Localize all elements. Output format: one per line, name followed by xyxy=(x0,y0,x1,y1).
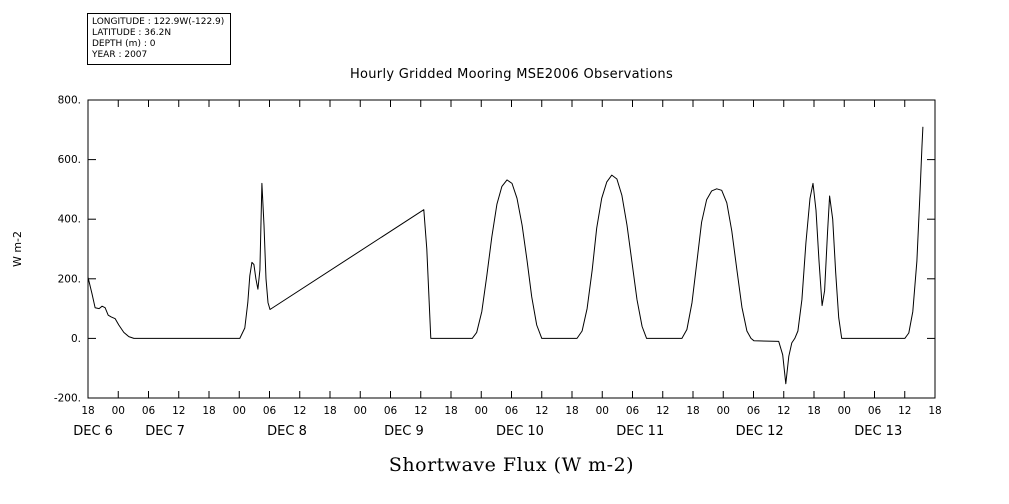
y-tick-label: 600. xyxy=(58,154,81,166)
x-tick-label: 06 xyxy=(626,405,640,417)
longitude-label: LONGITUDE : 122.9W(-122.9) xyxy=(92,17,225,27)
x-tick-label: 12 xyxy=(535,405,548,417)
x-tick-label: 18 xyxy=(444,405,457,417)
x-tick-label: 18 xyxy=(928,405,941,417)
x-tick-label: 06 xyxy=(263,405,277,417)
x-date-label: DEC 12 xyxy=(736,424,784,439)
x-tick-label: 12 xyxy=(414,405,427,417)
x-tick-label: 18 xyxy=(323,405,336,417)
x-tick-label: 00 xyxy=(233,405,246,417)
y-tick-label: 200. xyxy=(58,273,81,285)
plot-frame xyxy=(87,99,936,399)
x-tick-label: 00 xyxy=(112,405,125,417)
x-tick-label: 18 xyxy=(565,405,578,417)
y-axis-title: W m-2 xyxy=(11,231,24,267)
chart-title: Hourly Gridded Mooring MSE2006 Observati… xyxy=(349,67,674,82)
y-tick-label: 800. xyxy=(58,95,81,107)
x-tick-label: 12 xyxy=(172,405,185,417)
x-tick-label: 12 xyxy=(293,405,306,417)
x-tick-label: 12 xyxy=(656,405,669,417)
x-tick-label: 00 xyxy=(475,405,488,417)
x-tick-label: 18 xyxy=(202,405,215,417)
y-tick-label: 400. xyxy=(58,214,81,226)
x-tick-label: 00 xyxy=(717,405,730,417)
x-tick-label: 06 xyxy=(142,405,156,417)
x-tick-label: 18 xyxy=(81,405,94,417)
x-tick-label: 06 xyxy=(747,405,761,417)
x-tick-label: 06 xyxy=(505,405,519,417)
x-tick-label: 06 xyxy=(868,405,882,417)
x-date-label: DEC 9 xyxy=(384,424,424,439)
y-tick-label: 0. xyxy=(71,333,81,345)
x-tick-label: 06 xyxy=(384,405,398,417)
x-tick-label: 00 xyxy=(354,405,367,417)
x-date-label: DEC 10 xyxy=(496,424,544,439)
latitude-label: LATITUDE : 36.2N xyxy=(92,28,172,38)
x-axis-title: Shortwave Flux (W m-2) xyxy=(388,454,635,476)
x-date-label: DEC 7 xyxy=(145,424,185,439)
x-tick-label: 12 xyxy=(898,405,911,417)
x-date-label: DEC 6 xyxy=(73,424,113,439)
x-tick-label: 18 xyxy=(807,405,820,417)
year-label: YEAR : 2007 xyxy=(92,50,148,60)
y-tick-label: -200. xyxy=(54,393,81,405)
x-tick-label: 12 xyxy=(777,405,790,417)
metadata-box: LONGITUDE : 122.9W(-122.9) LATITUDE : 36… xyxy=(87,13,232,65)
x-tick-label: 00 xyxy=(838,405,851,417)
x-date-label: DEC 13 xyxy=(854,424,902,439)
depth-label: DEPTH (m) : 0 xyxy=(92,39,156,49)
x-tick-label: 18 xyxy=(686,405,699,417)
x-date-label: DEC 8 xyxy=(267,424,307,439)
x-date-label: DEC 11 xyxy=(616,424,664,439)
x-tick-label: 00 xyxy=(596,405,609,417)
shortwave-flux-line xyxy=(87,126,924,385)
